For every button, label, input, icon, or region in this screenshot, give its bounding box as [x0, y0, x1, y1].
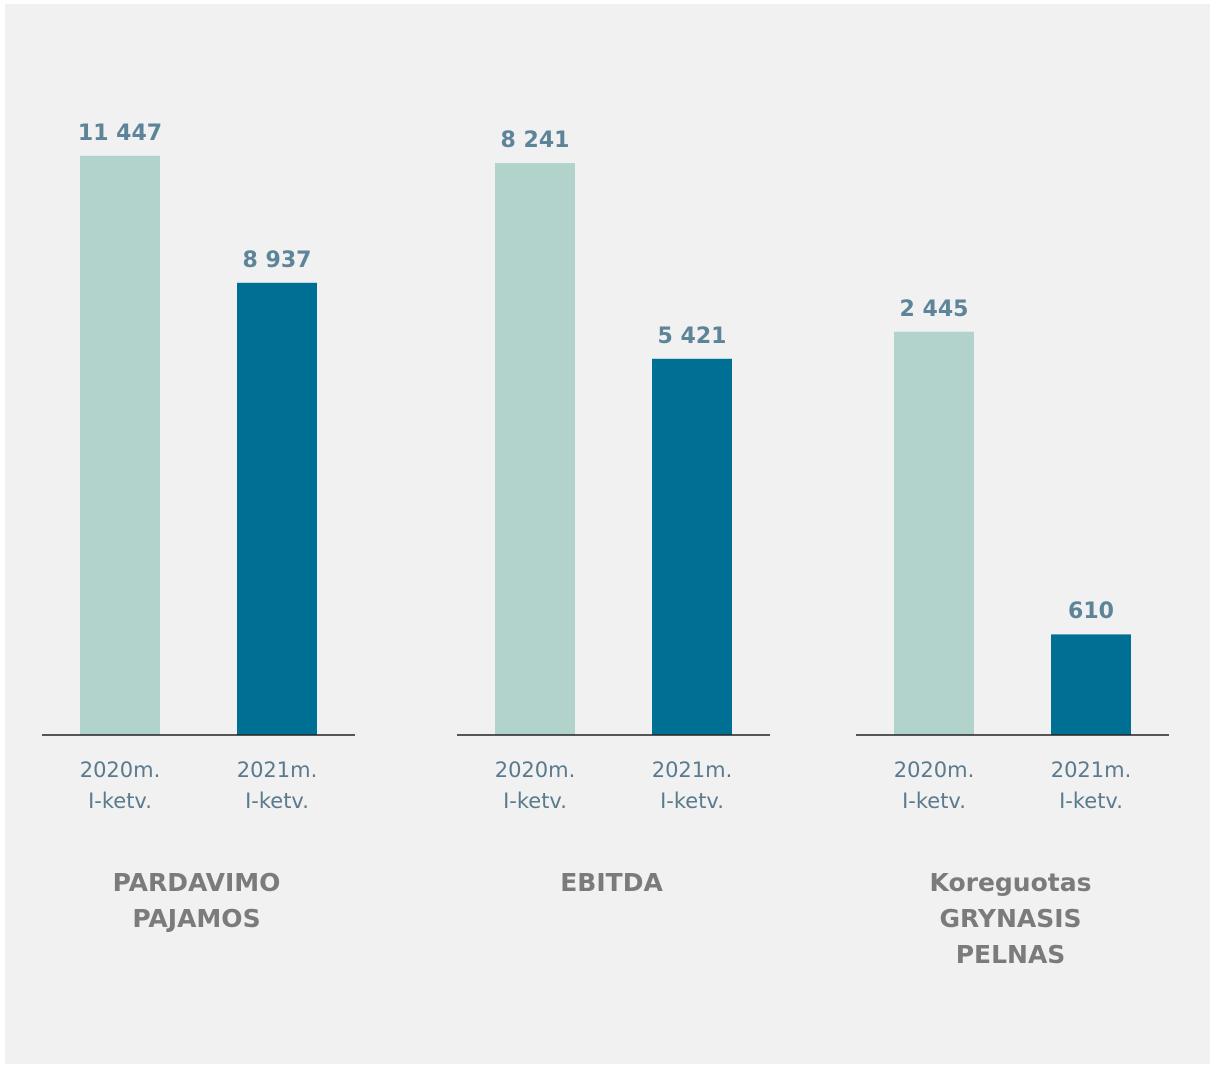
value-label: 8 937	[242, 247, 312, 273]
x-tick-label: 2021m. I-ketv.	[236, 758, 318, 813]
x-tick-label: 2020m. I-ketv.	[893, 758, 975, 813]
chart-title: EBITDA	[560, 868, 663, 897]
x-tick-label: 2020m. I-ketv.	[79, 758, 161, 813]
value-label: 11 447	[77, 120, 163, 146]
bar	[495, 163, 575, 735]
chart-title: Koreguotas GRYNASIS PELNAS	[929, 868, 1092, 969]
value-label: 2 445	[899, 296, 969, 322]
bar	[237, 282, 317, 735]
chart-title: PARDAVIMO PAJAMOS	[112, 868, 281, 933]
x-tick-label: 2020m. I-ketv.	[494, 758, 576, 813]
bar	[1051, 634, 1131, 735]
bar	[652, 358, 732, 735]
chart-panel	[5, 4, 1210, 1064]
value-label: 5 421	[657, 323, 727, 349]
bar	[894, 331, 974, 735]
value-label: 610	[1068, 599, 1114, 625]
x-tick-label: 2021m. I-ketv.	[1050, 758, 1132, 813]
bar	[80, 155, 160, 736]
value-label: 8 241	[500, 128, 570, 154]
x-tick-label: 2021m. I-ketv.	[651, 758, 733, 813]
